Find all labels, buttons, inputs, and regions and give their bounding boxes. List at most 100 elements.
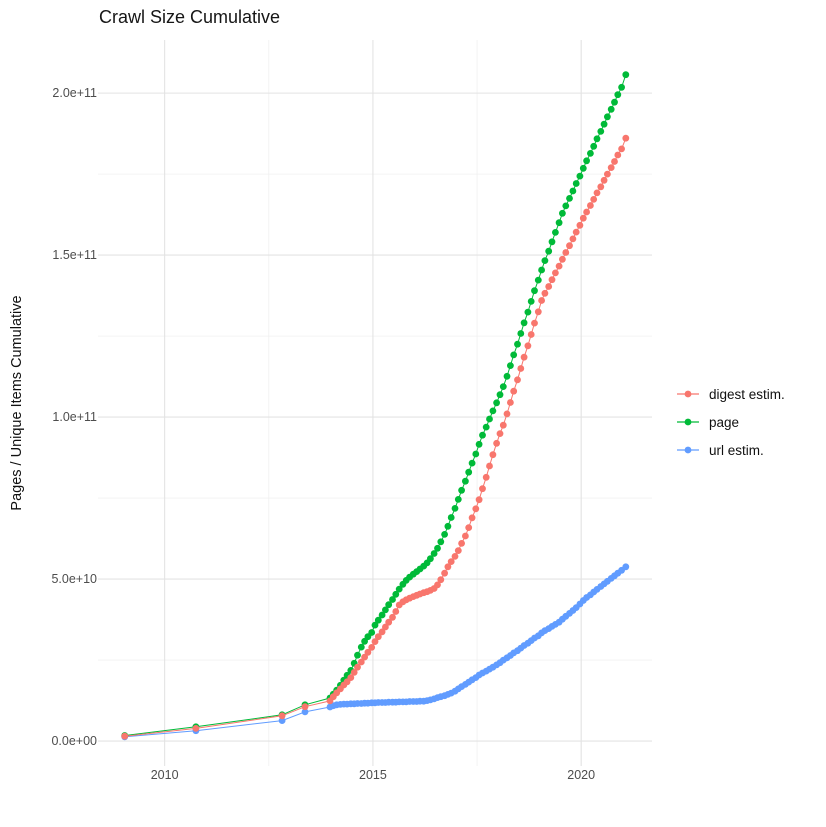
data-point — [347, 674, 355, 681]
data-point — [614, 91, 622, 99]
data-point — [465, 468, 473, 476]
data-point — [389, 596, 396, 603]
data-point — [541, 289, 549, 297]
data-point — [434, 581, 441, 589]
data-point — [517, 365, 525, 372]
data-point — [569, 187, 577, 195]
data-point — [301, 703, 309, 711]
data-point — [538, 297, 545, 304]
data-point — [614, 151, 622, 159]
data-point — [517, 330, 525, 337]
data-point — [531, 287, 538, 295]
data-point — [587, 150, 594, 157]
data-point — [472, 505, 480, 513]
data-point — [378, 611, 386, 619]
data-point — [507, 362, 514, 369]
data-point — [566, 242, 573, 250]
data-point — [444, 563, 452, 571]
y-tick-label: 1.0e+11 — [52, 409, 97, 424]
data-point — [475, 496, 483, 504]
data-point — [444, 522, 452, 530]
data-point — [579, 164, 587, 172]
data-point — [479, 485, 486, 493]
data-point — [368, 629, 376, 636]
x-tick-label: 2010 — [150, 768, 179, 782]
data-point — [385, 618, 393, 626]
data-point — [486, 462, 493, 470]
data-point — [604, 113, 611, 121]
legend-label: digest estim. — [709, 386, 785, 402]
data-point — [458, 486, 465, 494]
data-point — [559, 209, 566, 217]
legend-key-icon — [677, 418, 699, 426]
data-point — [600, 176, 608, 184]
data-point — [278, 717, 286, 724]
legend-item: digest estim. — [676, 380, 785, 408]
data-point — [482, 423, 490, 431]
data-point — [454, 547, 462, 554]
data-point — [593, 189, 601, 197]
data-point — [378, 628, 386, 636]
legend: digest estim. page url estim. — [676, 380, 785, 464]
data-point — [382, 623, 389, 631]
data-point — [493, 399, 500, 407]
data-point — [590, 196, 598, 203]
data-point — [447, 558, 455, 565]
legend-label: url estim. — [709, 442, 764, 458]
data-point — [597, 127, 605, 135]
data-point — [600, 120, 608, 128]
data-point — [364, 648, 372, 656]
data-point — [437, 538, 445, 546]
data-point — [447, 514, 455, 521]
data-point — [559, 255, 566, 263]
data-point — [524, 342, 532, 350]
y-tick-label: 5.0e+10 — [51, 571, 97, 586]
series-line-digest-estim- — [124, 138, 627, 737]
data-point — [622, 71, 630, 79]
data-point — [472, 450, 480, 458]
data-point — [552, 269, 559, 277]
data-point — [395, 585, 403, 593]
data-point — [607, 164, 615, 172]
data-point — [479, 431, 486, 439]
data-point — [622, 563, 630, 571]
data-point — [555, 219, 563, 227]
data-point — [520, 353, 528, 361]
data-point — [489, 407, 497, 415]
data-point — [545, 247, 553, 255]
data-point — [385, 601, 393, 609]
data-point — [503, 410, 511, 418]
data-point — [374, 633, 382, 641]
legend-key-icon — [677, 446, 699, 454]
x-tick-label: 2015 — [359, 768, 387, 782]
legend-label: page — [709, 414, 740, 430]
data-point — [611, 98, 618, 106]
data-point — [579, 214, 587, 222]
data-point — [357, 658, 365, 666]
legend-item: page — [676, 408, 785, 436]
data-point — [354, 663, 361, 671]
data-point — [434, 544, 441, 552]
data-point — [465, 524, 473, 531]
data-point — [301, 708, 309, 716]
series-line-url-estim- — [124, 566, 627, 738]
data-point — [510, 387, 518, 395]
data-point — [593, 135, 601, 143]
data-point — [576, 172, 584, 180]
data-point — [430, 550, 438, 557]
x-tick-label: 2020 — [567, 768, 596, 782]
data-point — [454, 496, 462, 503]
data-point — [527, 298, 535, 305]
data-point — [437, 576, 445, 584]
data-point — [538, 266, 545, 274]
data-point — [496, 430, 504, 437]
y-tick-label: 2.0e+11 — [52, 85, 97, 100]
data-point — [583, 208, 590, 216]
data-point — [192, 725, 200, 732]
data-point — [121, 732, 129, 740]
data-point — [354, 651, 361, 659]
data-point — [451, 505, 459, 512]
data-point — [499, 421, 507, 429]
data-point — [507, 399, 514, 406]
